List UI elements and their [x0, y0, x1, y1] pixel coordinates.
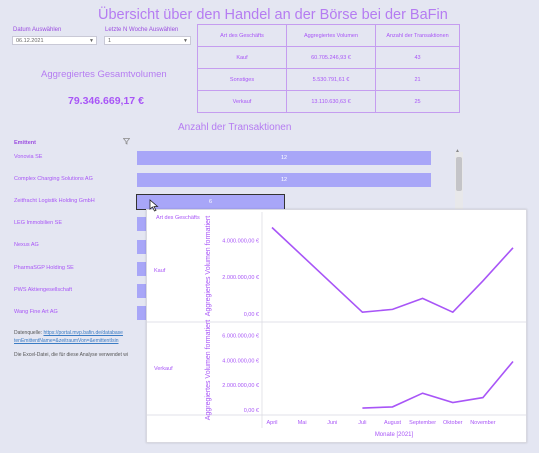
table-cell: Kauf [197, 46, 287, 69]
panel-label: Kauf [154, 268, 166, 274]
excel-note: Die Excel-Datei, die für diese Analyse v… [14, 352, 128, 358]
emittent-label[interactable]: Wang Fine Art AG [14, 309, 58, 315]
mouse-pointer-icon [149, 199, 159, 217]
transaction-bar[interactable] [137, 262, 147, 276]
emittent-label[interactable]: Nexus AG [14, 242, 39, 248]
table-cell: Sonstiges [197, 68, 287, 91]
x-tick-label: Mai [298, 420, 307, 426]
scroll-up-icon[interactable]: ▲ [455, 148, 460, 154]
table-row: Verkauf 13.110.630,63 € 25 [197, 90, 460, 113]
y-tick-label: 0,00 € [244, 312, 259, 318]
table-header-cell: Anzahl der Transaktionen [375, 24, 460, 47]
table-row: Kauf 60.705.246,93 € 43 [197, 46, 460, 69]
table-cell: 25 [375, 90, 460, 113]
y-axis-label: Aggregiertes Volumen formatiert [205, 320, 212, 420]
x-tick-label: Juli [358, 420, 366, 426]
transaction-bar[interactable] [137, 217, 147, 231]
x-tick-label: November [470, 420, 496, 426]
x-tick-label: Oktober [443, 420, 463, 426]
y-tick-label: 2.000.000,00 € [222, 383, 259, 389]
emittent-label[interactable]: Vonovia SE [14, 154, 43, 160]
transaction-bar[interactable]: 12 [137, 173, 431, 187]
table-header-cell: Aggregiertes Volumen [286, 24, 376, 47]
table-cell: Verkauf [197, 90, 287, 113]
datenquelle-link[interactable]: https://portal.mvp.bafin.de/database [43, 330, 123, 336]
table-header-cell: Art des Geschäfts [197, 24, 287, 47]
datenquelle-link-cont[interactable]: tenEmittentName=&zeitraumVon=&emittentIs… [14, 338, 119, 344]
weeks-filter-label: Letzte N Woche Auswählen [105, 27, 179, 33]
emittent-label[interactable]: Zeitfracht Logistik Holding GmbH [14, 198, 95, 204]
date-select-value: 06.12.2021 [16, 38, 44, 44]
page-title: Übersicht über den Handel an der Börse b… [98, 7, 448, 23]
table-cell: 21 [375, 68, 460, 91]
x-tick-label: September [409, 420, 436, 426]
table-header-row: Art des Geschäfts Aggregiertes Volumen A… [197, 24, 460, 47]
x-tick-label: Juni [327, 420, 337, 426]
weeks-select-value: 1 [108, 38, 112, 44]
summary-table: Art des Geschäfts Aggregiertes Volumen A… [197, 24, 460, 113]
transaction-bar[interactable] [137, 306, 147, 320]
row-header: Art des Geschäfts [156, 215, 200, 221]
y-tick-label: 4.000.000,00 € [222, 238, 259, 244]
aggregate-value: 79.346.669,17 € [68, 95, 144, 107]
x-tick-label: April [266, 420, 277, 426]
filter-icon[interactable] [122, 138, 131, 147]
scrollbar-thumb[interactable] [456, 157, 462, 191]
aggregate-label: Aggregiertes Gesamtvolumen [41, 69, 167, 80]
date-filter-label: Datum Auswählen [13, 27, 62, 33]
transaction-bar[interactable]: 6 [136, 194, 285, 210]
y-tick-label: 6.000.000,00 € [222, 333, 259, 339]
transaction-bar[interactable] [137, 240, 147, 254]
emittent-label[interactable]: PWS Aktiengesellschaft [14, 287, 73, 293]
x-axis-label: Monate [2021] [375, 432, 414, 438]
weeks-select[interactable]: 1 ▼ [104, 36, 191, 45]
table-cell: 60.705.246,93 € [286, 46, 376, 69]
y-tick-label: 2.000.000,00 € [222, 275, 259, 281]
x-tick-label: August [384, 420, 402, 426]
panel-label: Verkauf [154, 366, 173, 372]
table-cell: 5.530.791,61 € [286, 68, 376, 91]
emittent-column-header: Emittent [14, 140, 36, 146]
transaction-bar[interactable] [137, 284, 147, 298]
line-chart-tooltip: Art des Geschäfts Aggregiertes Volumen f… [146, 209, 527, 443]
table-cell: 13.110.630,63 € [286, 90, 376, 113]
datenquelle-line: Datenquelle: https://portal.mvp.bafin.de… [14, 330, 123, 336]
y-axis-label: Aggregiertes Volumen formatiert [205, 216, 212, 316]
emittent-label[interactable]: LEG Immobilien SE [14, 220, 62, 226]
chevron-down-icon: ▼ [183, 38, 188, 44]
date-select[interactable]: 06.12.2021 ▼ [12, 36, 97, 45]
series-line-kauf [271, 226, 514, 314]
table-cell: 43 [375, 46, 460, 69]
y-tick-label: 4.000.000,00 € [222, 358, 259, 364]
transactions-title: Anzahl der Transaktionen [178, 122, 292, 133]
emittent-label[interactable]: PharmaSGP Holding SE [14, 265, 74, 271]
chevron-down-icon: ▼ [89, 38, 94, 44]
table-row: Sonstiges 5.530.791,61 € 21 [197, 68, 460, 91]
transaction-bar[interactable]: 12 [137, 151, 431, 165]
y-tick-label: 0,00 € [244, 408, 259, 414]
datenquelle-label: Datenquelle: [14, 330, 43, 336]
line-chart: Aggregiertes Volumen formatiert Aggregie… [147, 212, 526, 438]
emittent-label[interactable]: Complex Charging Solutions AG [14, 176, 93, 182]
series-line-verkauf [362, 360, 514, 409]
